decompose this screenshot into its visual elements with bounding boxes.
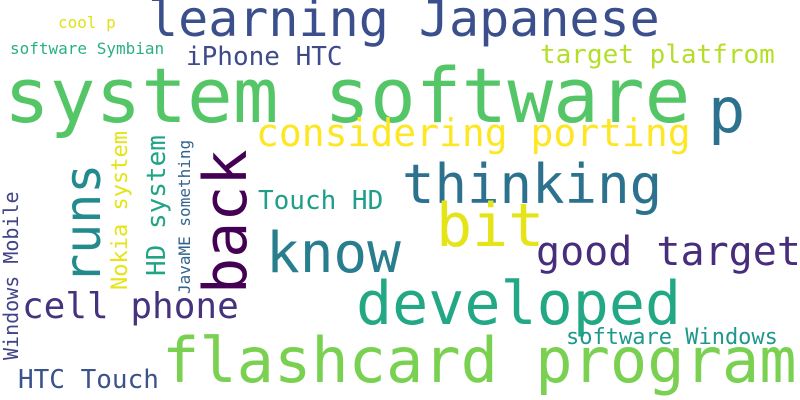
word-target-platfrom: target platfrom <box>540 40 775 70</box>
word-software-windows: software Windows <box>566 325 778 350</box>
word-software-symbian: software Symbian <box>10 39 165 58</box>
word-cool-p: cool p <box>58 13 116 32</box>
word-learning-japanese: learning Japanese <box>148 0 660 48</box>
word-cell-phone: cell phone <box>22 286 239 327</box>
word-htc-touch: HTC Touch <box>18 365 159 395</box>
word-nokia-system: Nokia system <box>108 131 133 290</box>
word-considering-porting: considering porting <box>256 111 691 155</box>
word-windows-mobile: Windows Mobile <box>0 191 23 360</box>
word-bit: bit <box>436 191 545 261</box>
word-developed: developed <box>356 269 682 339</box>
word-p: p <box>708 74 746 147</box>
word-thinking: thinking <box>402 153 663 216</box>
word-iphone-htc: iPhone HTC <box>186 42 343 72</box>
word-system-software: system software <box>4 51 691 140</box>
word-hd-system: HD system <box>142 135 172 276</box>
word-flashcard-program: flashcard program <box>162 324 797 397</box>
word-back: back <box>191 149 261 295</box>
word-touch-hd: Touch HD <box>258 186 384 216</box>
word-good-target: good target <box>536 229 800 275</box>
word-know: know <box>266 221 401 286</box>
word-runs: runs <box>54 163 112 284</box>
word-javame-something: JavaME something <box>175 139 194 294</box>
